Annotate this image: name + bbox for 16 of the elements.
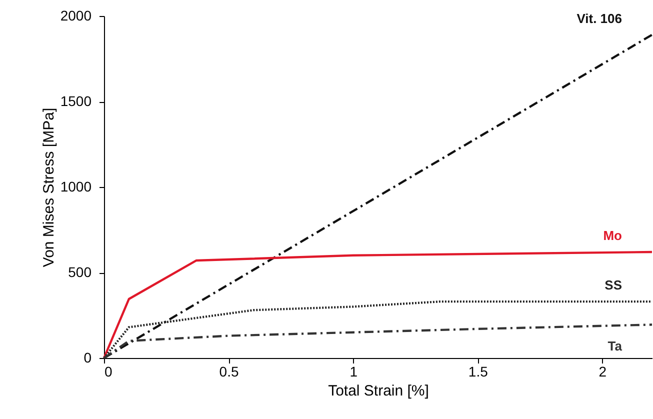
y-tick-label: 2000 xyxy=(60,8,92,24)
series-label: SS xyxy=(604,278,622,293)
x-tick-label: 1.5 xyxy=(468,364,488,380)
series-label: Ta xyxy=(608,338,623,354)
y-tick-label: 0 xyxy=(84,350,92,366)
series-label: Vit. 106 xyxy=(576,10,622,26)
x-tick-label: 0 xyxy=(104,364,112,380)
y-tick-label: 1000 xyxy=(60,178,92,194)
x-tick-label: 2 xyxy=(598,364,607,380)
series-label: Mo xyxy=(603,228,622,243)
y-tick-label: 500 xyxy=(68,264,92,280)
x-axis-title: Total Strain [%] xyxy=(328,382,429,400)
x-tick-label: 1 xyxy=(350,364,358,380)
y-tick-label: 1500 xyxy=(60,93,92,109)
y-axis-title: Von Mises Stress [MPa] xyxy=(40,108,58,268)
x-tick-label: 0.5 xyxy=(219,364,239,380)
